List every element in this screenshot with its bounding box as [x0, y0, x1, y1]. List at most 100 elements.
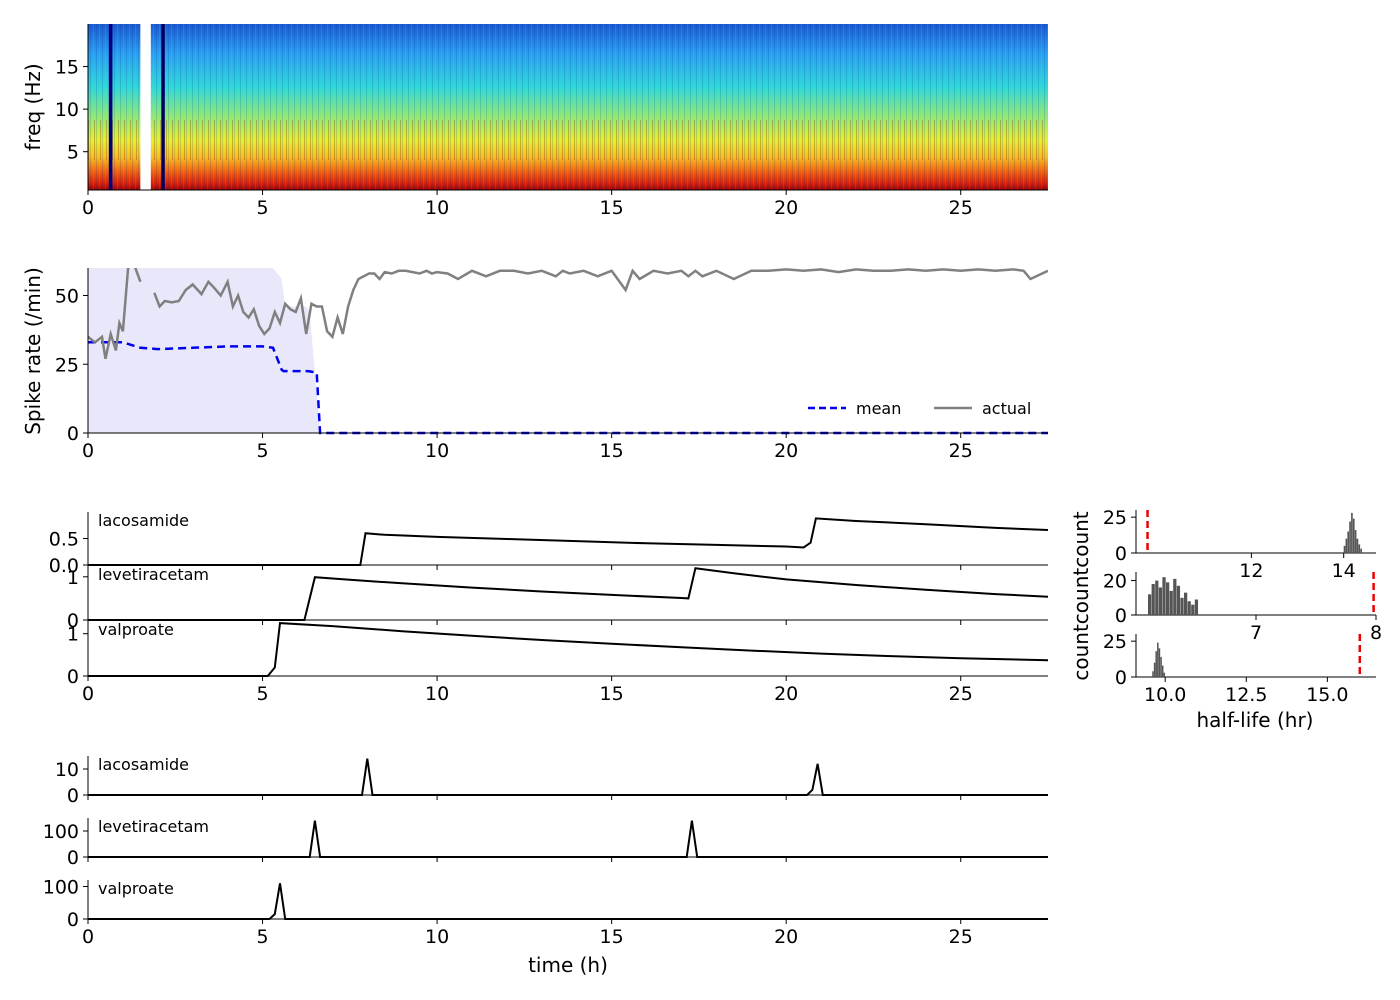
histogram-bar [1158, 648, 1161, 677]
y-tick-label: 0.0 [49, 555, 79, 577]
x-tick-label: 10 [425, 440, 449, 462]
x-tick-label: 0 [82, 926, 94, 948]
dose-panel-label: levetiracetam [98, 817, 209, 836]
concentration-panel-label: lacosamide [98, 511, 189, 530]
x-tick-label: 20 [774, 197, 798, 219]
y-tick-label: 25 [1103, 631, 1127, 653]
x-tick-label: 7 [1250, 622, 1262, 644]
dose-panel-levetiracetam: 0 100 levetiracetam [43, 817, 1048, 869]
x-tick-label: 0 [82, 440, 94, 462]
x-tick-label: 12 [1239, 560, 1263, 582]
spectrogram-gap [140, 24, 151, 190]
concentration-panel-lacosamide: 0.0 0.5 lacosamide [49, 511, 1049, 577]
y-tick-label: 0 [67, 666, 79, 688]
x-tick-label: 8 [1370, 622, 1382, 644]
y-tick-label: 0 [67, 423, 79, 445]
concentration-panel-levetiracetam: 0 1 levetiracetam [67, 565, 1049, 632]
half-life-panel-lacosamide: 0 25 12 14 [1103, 507, 1376, 582]
histogram-bar [1360, 548, 1362, 553]
histogram-bar [1169, 590, 1173, 615]
x-tick-label: 10 [425, 197, 449, 219]
y-tick-label: 0 [67, 909, 79, 931]
histogram-bar [1351, 512, 1353, 553]
histogram-bar [1356, 538, 1359, 553]
spectrogram-gaps [108, 24, 165, 190]
y-tick-label: 25 [1103, 507, 1127, 529]
y-tick-label: 5 [67, 142, 79, 164]
y-tick-label: 0 [1115, 543, 1127, 565]
spike-rate-axes: 0 25 50 0 5 10 15 20 25 [55, 268, 1048, 462]
histogram-bar [1151, 584, 1155, 615]
x-tick-label: 5 [256, 926, 268, 948]
dose-panel-label: lacosamide [98, 755, 189, 774]
histogram-bar [1173, 578, 1177, 615]
histogram-bar [1354, 530, 1357, 553]
histogram-bar [1166, 582, 1170, 615]
y-tick-label: 10 [55, 759, 79, 781]
half-life-panels: 0 25 12 14 0 20 7 8 0 25 10.0 12.5 15.0 [1103, 507, 1382, 706]
histogram-bar [1160, 656, 1162, 677]
dose-line-valproate [88, 883, 1048, 920]
x-tick-label: 15 [600, 926, 624, 948]
y-tick-label: 0 [67, 785, 79, 807]
spectrogram-gap [108, 24, 113, 190]
legend-actual-label: actual [982, 399, 1031, 418]
histogram-bar [1148, 594, 1152, 615]
dose-panel-lacosamide: 0 10 lacosamide [55, 755, 1048, 807]
x-tick-label: 5 [256, 197, 268, 219]
spectrogram-gap [161, 24, 165, 190]
spectrogram-ylabel: freq (Hz) [21, 63, 45, 150]
histogram-bar [1343, 545, 1346, 553]
spectrogram-texture [88, 24, 1048, 190]
x-tick-label: 5 [256, 683, 268, 705]
x-tick-label: 25 [949, 926, 973, 948]
histogram-bar [1191, 604, 1195, 615]
x-tick-label: 10 [425, 683, 449, 705]
x-tick-label: 20 [774, 926, 798, 948]
dose-panel-label: valproate [98, 879, 174, 898]
histogram-bar [1349, 521, 1351, 553]
series-actual-line [88, 268, 142, 360]
histogram-bar [1155, 651, 1157, 677]
histogram-bar [1352, 518, 1355, 553]
dose-panel-valproate: 0 100 0 5 10 15 20 25 valproate [43, 877, 1048, 948]
histogram-bar [1162, 577, 1166, 615]
legend-mean-label: mean [856, 399, 901, 418]
x-tick-label: 10.0 [1144, 684, 1186, 706]
half-life-panel-valproate: 0 25 10.0 12.5 15.0 [1103, 631, 1376, 706]
histogram-bar [1358, 544, 1361, 553]
histogram-bar [1163, 672, 1166, 677]
y-tick-label: 25 [55, 354, 79, 376]
half-life-ylabel: countcountcount [1069, 511, 1093, 680]
histogram-bar [1176, 585, 1181, 615]
spectrogram-axes: 5 10 15 0 5 10 15 20 25 [55, 24, 1048, 219]
x-tick-label: 15 [600, 440, 624, 462]
spectrogram-panel: 5 10 15 0 5 10 15 20 25 freq (Hz) [21, 24, 1048, 219]
y-tick-label: 20 [1103, 571, 1127, 593]
concentration-panel-label: valproate [98, 620, 174, 639]
y-tick-label: 100 [43, 821, 79, 843]
y-tick-label: 0 [67, 610, 79, 632]
y-tick-label: 1 [67, 567, 79, 589]
y-tick-label: 15 [55, 57, 79, 79]
x-tick-label: 0 [82, 197, 94, 219]
y-tick-label: 100 [43, 877, 79, 899]
y-tick-label: 1 [67, 624, 79, 646]
concentration-line-levetiracetam [88, 567, 1049, 621]
concentration-line-valproate [88, 622, 1049, 677]
y-tick-label: 0 [1115, 667, 1127, 689]
x-tick-label: 5 [256, 440, 268, 462]
x-tick-label: 14 [1332, 560, 1356, 582]
half-life-panel-levetiracetam: 0 20 7 8 [1103, 571, 1382, 644]
concentration-panel-label: levetiracetam [98, 565, 209, 584]
histogram-bar [1157, 642, 1159, 677]
histogram-bar [1194, 599, 1199, 615]
spike-rate-plot [88, 268, 1048, 435]
histogram-bar [1161, 665, 1164, 677]
spike-rate-ylabel: Spike rate (/min) [21, 267, 45, 435]
dose-line-lacosamide [88, 758, 1048, 796]
histogram-bar [1152, 671, 1154, 677]
x-tick-label: 12.5 [1225, 684, 1267, 706]
